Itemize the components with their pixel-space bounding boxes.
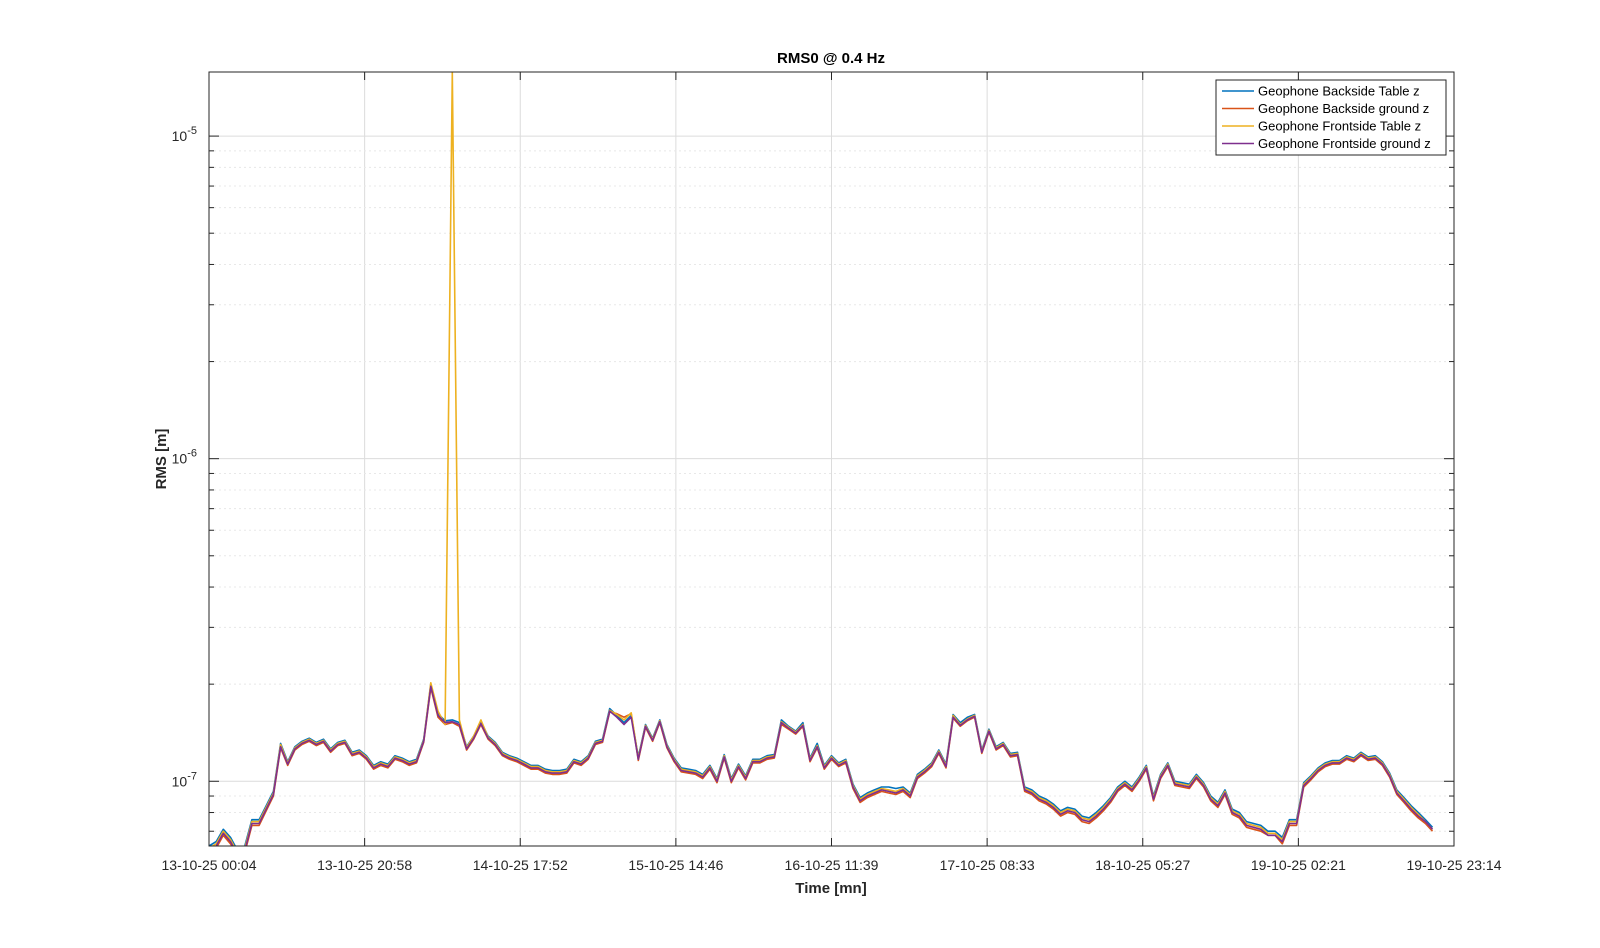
y-tick-label: 10-5 [172,125,197,144]
series-layer [209,72,1434,846]
x-axis-title: Time [mn] [795,880,866,897]
legend-label-3: Geophone Frontside Table z [1258,119,1421,134]
x-tick-label: 13-10-25 00:04 [162,857,257,873]
legend: Geophone Backside Table z Geophone Backsi… [1215,79,1447,156]
y-axis-title: RMS [m] [153,429,170,490]
x-tick-label: 18-10-25 05:27 [1095,857,1190,873]
y-tick-label: 10-7 [172,770,197,789]
x-tick-label: 15-10-25 14:46 [628,857,723,873]
y-tick-label: 10-6 [172,448,197,467]
legend-label-2: Geophone Backside ground z [1258,101,1429,116]
legend-label-4: Geophone Frontside ground z [1258,136,1431,151]
x-tick-label: 14-10-25 17:52 [473,857,568,873]
chart-title: RMS0 @ 0.4 Hz [777,50,885,67]
tick-layer: 13-10-25 00:04 13-10-25 20:58 14-10-25 17:… [162,72,1502,873]
legend-label-1: Geophone Backside Table z [1258,84,1420,99]
x-tick-label: 17-10-25 08:33 [940,857,1035,873]
x-tick-label: 19-10-25 02:21 [1251,857,1346,873]
x-tick-label: 13-10-25 20:58 [317,857,412,873]
legend-box [1215,79,1447,156]
x-tick-label: 16-10-25 11:39 [785,857,879,873]
series-line-4 [214,685,1434,846]
x-tick-label: 19-10-25 23:14 [1407,857,1502,873]
